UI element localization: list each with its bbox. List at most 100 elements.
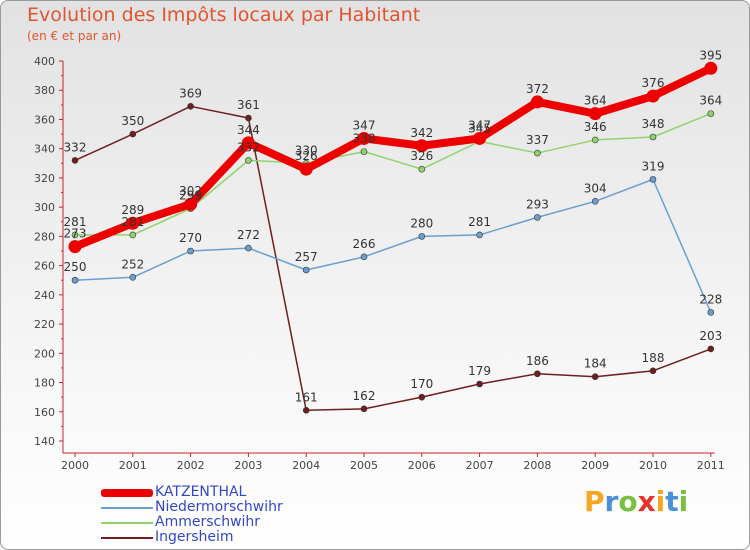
legend-swatch-niedermorschwihr <box>101 507 153 509</box>
legend-label-niedermorschwihr: Niedermorschwihr <box>155 499 283 515</box>
data-point-katzenthal <box>68 240 82 254</box>
data-point-ingersheim <box>187 103 194 110</box>
data-label-ammerschwihr: 281 <box>121 215 144 229</box>
data-label-ammerschwihr: 348 <box>642 117 665 131</box>
data-label-katzenthal: 342 <box>410 126 433 140</box>
data-label-niedermorschwihr: 266 <box>353 237 376 251</box>
data-point-katzenthal <box>126 216 140 230</box>
data-point-niedermorschwihr <box>187 247 194 255</box>
logo-letter: o <box>618 485 638 518</box>
x-tick-label: 2006 <box>408 459 436 472</box>
data-label-niedermorschwihr: 304 <box>584 181 607 195</box>
data-point-niedermorschwihr <box>591 198 599 205</box>
data-point-ingersheim <box>649 367 657 375</box>
data-point-katzenthal <box>588 107 602 121</box>
data-point-niedermorschwihr <box>71 276 79 284</box>
y-tick-label: 260 <box>34 260 55 273</box>
data-label-ammerschwihr: 345 <box>468 121 491 135</box>
logo-letter: t <box>665 485 679 518</box>
series-line-niedermorschwihr <box>74 178 712 314</box>
data-label-ammerschwihr: 338 <box>353 132 376 146</box>
data-label-niedermorschwihr: 257 <box>295 250 318 264</box>
data-label-katzenthal: 289 <box>121 203 144 217</box>
data-label-ingersheim: 369 <box>179 86 202 100</box>
y-tick-label: 340 <box>34 143 55 156</box>
legend-item-ammerschwihr: Ammerschwihr <box>101 514 361 530</box>
data-label-ingersheim: 161 <box>295 390 318 404</box>
data-point-ingersheim <box>71 157 79 164</box>
data-label-niedermorschwihr: 281 <box>468 215 491 229</box>
y-tick-label: 380 <box>34 84 55 97</box>
data-point-ingersheim <box>302 407 310 414</box>
data-point-katzenthal <box>473 131 487 145</box>
data-point-ammerschwihr <box>360 148 368 155</box>
data-point-ammerschwihr <box>534 149 541 157</box>
y-tick-label: 300 <box>34 201 55 214</box>
data-point-katzenthal <box>415 139 429 153</box>
data-label-niedermorschwihr: 250 <box>64 260 87 274</box>
series-line-ingersheim <box>74 105 712 412</box>
x-tick-label: 2002 <box>177 459 205 472</box>
logo-letter: P <box>584 485 605 518</box>
logo-letter: r <box>604 485 619 518</box>
data-label-katzenthal: 326 <box>295 149 318 163</box>
data-point-katzenthal <box>241 136 255 150</box>
data-point-ingersheim <box>707 345 715 353</box>
data-point-ingersheim <box>245 114 252 122</box>
data-point-niedermorschwihr <box>418 233 426 240</box>
legend-swatch-ammerschwihr <box>101 522 153 524</box>
y-tick-label: 200 <box>34 347 55 360</box>
data-point-niedermorschwihr <box>302 266 310 274</box>
legend-label-ammerschwihr: Ammerschwihr <box>155 514 261 530</box>
data-label-ammerschwihr: 281 <box>64 215 87 229</box>
data-point-ingersheim <box>534 370 541 378</box>
x-tick-label: 2005 <box>350 459 378 472</box>
data-label-niedermorschwihr: 272 <box>237 228 260 242</box>
data-point-ammerschwihr <box>418 165 426 173</box>
data-label-ingersheim: 170 <box>410 377 433 391</box>
data-point-ammerschwihr <box>591 136 599 144</box>
y-tick-label: 140 <box>34 435 55 448</box>
data-label-katzenthal: 344 <box>237 123 260 137</box>
proxiti-logo: Proxiti <box>584 485 688 518</box>
data-label-niedermorschwihr: 319 <box>642 159 665 173</box>
logo-letter: x <box>637 485 656 518</box>
x-tick-label: 2010 <box>639 459 667 472</box>
data-label-ingersheim: 184 <box>584 357 607 371</box>
logo-letter: i <box>655 485 666 518</box>
data-label-katzenthal: 364 <box>584 94 607 108</box>
chart-title: Evolution des Impôts locaux par Habitant <box>27 4 421 26</box>
data-label-ammerschwihr: 337 <box>526 133 549 147</box>
data-label-niedermorschwihr: 280 <box>410 216 433 230</box>
legend-item-niedermorschwihr: Niedermorschwihr <box>101 499 361 515</box>
data-label-niedermorschwihr: 228 <box>699 292 722 306</box>
data-point-ammerschwihr <box>129 231 137 239</box>
data-point-katzenthal <box>704 61 718 75</box>
data-label-katzenthal: 372 <box>526 82 549 96</box>
y-tick-label: 240 <box>34 289 55 302</box>
x-tick-label: 2008 <box>523 459 551 472</box>
data-label-ingersheim: 350 <box>121 114 144 128</box>
data-point-katzenthal <box>530 95 544 109</box>
data-label-katzenthal: 302 <box>179 184 202 198</box>
chart-legend: KATZENTHAL Niedermorschwihr Ammerschwihr… <box>101 484 361 545</box>
data-point-ammerschwihr <box>245 157 252 164</box>
data-point-niedermorschwihr <box>245 244 252 252</box>
x-tick-label: 2001 <box>119 459 147 472</box>
y-tick-label: 280 <box>34 230 55 243</box>
data-label-katzenthal: 376 <box>642 76 665 90</box>
y-tick-label: 400 <box>34 55 55 68</box>
data-point-niedermorschwihr <box>707 309 715 316</box>
data-label-ammerschwihr: 364 <box>699 94 722 108</box>
data-label-ammerschwihr: 326 <box>410 149 433 163</box>
data-point-ingersheim <box>360 405 368 413</box>
y-tick-label: 160 <box>34 406 55 419</box>
data-label-ingersheim: 203 <box>699 329 722 343</box>
data-label-ingersheim: 162 <box>353 389 376 403</box>
y-tick-label: 220 <box>34 318 55 331</box>
data-label-niedermorschwihr: 293 <box>526 197 549 211</box>
data-label-ammerschwihr: 346 <box>584 120 607 134</box>
data-point-ingersheim <box>591 373 599 380</box>
